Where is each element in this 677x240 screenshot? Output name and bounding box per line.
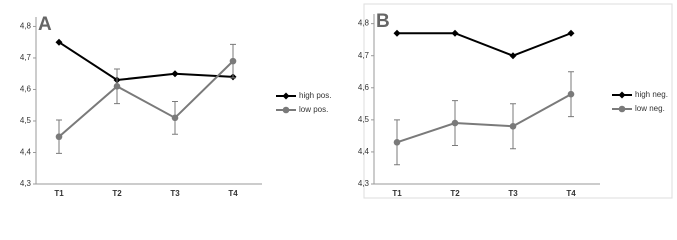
y-tick-label: 4,4 bbox=[358, 147, 370, 156]
x-tick-label: T3 bbox=[170, 189, 180, 198]
x-tick-label: T1 bbox=[54, 189, 64, 198]
y-tick-label: 4,5 bbox=[358, 115, 370, 124]
series-line bbox=[397, 32, 572, 57]
x-tick-label: T2 bbox=[450, 189, 460, 198]
marker bbox=[171, 70, 179, 78]
x-tick-label: T2 bbox=[112, 189, 122, 198]
marker bbox=[171, 114, 179, 122]
x-tick-label: T4 bbox=[566, 189, 576, 198]
legend-label: low neg. bbox=[635, 104, 665, 113]
marker bbox=[393, 29, 401, 37]
y-tick-label: 4,8 bbox=[20, 22, 32, 31]
y-tick-label: 4,5 bbox=[20, 116, 32, 125]
x-tick-label: T4 bbox=[228, 189, 238, 198]
series-line bbox=[58, 41, 234, 82]
legend-label: high neg. bbox=[635, 90, 668, 99]
marker bbox=[451, 29, 459, 37]
legend-marker bbox=[282, 106, 290, 114]
marker bbox=[55, 38, 63, 46]
x-tick-label: T1 bbox=[392, 189, 402, 198]
legend-marker bbox=[618, 91, 626, 99]
x-tick-label: T3 bbox=[508, 189, 518, 198]
y-tick-label: 4,7 bbox=[20, 53, 32, 62]
panel-label: A bbox=[38, 14, 52, 35]
y-tick-label: 4,3 bbox=[20, 179, 32, 188]
marker bbox=[55, 133, 63, 141]
marker bbox=[113, 83, 121, 90]
y-tick-label: 4,7 bbox=[358, 51, 370, 60]
y-tick-label: 4,8 bbox=[358, 19, 370, 28]
marker bbox=[509, 122, 517, 130]
marker bbox=[509, 52, 517, 60]
marker bbox=[567, 90, 575, 98]
marker bbox=[451, 119, 459, 127]
panel-frame bbox=[363, 3, 673, 199]
panel-label: B bbox=[376, 11, 390, 32]
legend-marker bbox=[618, 105, 626, 113]
y-tick-label: 4,6 bbox=[358, 83, 370, 92]
legend-label: low pos. bbox=[299, 105, 328, 114]
legend-label: high pos. bbox=[299, 91, 331, 100]
legend-marker bbox=[282, 92, 290, 100]
y-tick-label: 4,4 bbox=[20, 148, 32, 157]
figure: A 4,3 4,4 4,5 4,6 4,7 4,8 T1 T2 T3 T4 high pos. low … bbox=[20, 3, 673, 199]
series-line bbox=[58, 60, 234, 138]
y-tick-label: 4,3 bbox=[358, 179, 370, 188]
marker bbox=[393, 139, 401, 146]
marker bbox=[567, 29, 575, 37]
y-tick-label: 4,6 bbox=[20, 85, 32, 94]
series-line bbox=[396, 93, 572, 144]
marker bbox=[229, 57, 237, 65]
